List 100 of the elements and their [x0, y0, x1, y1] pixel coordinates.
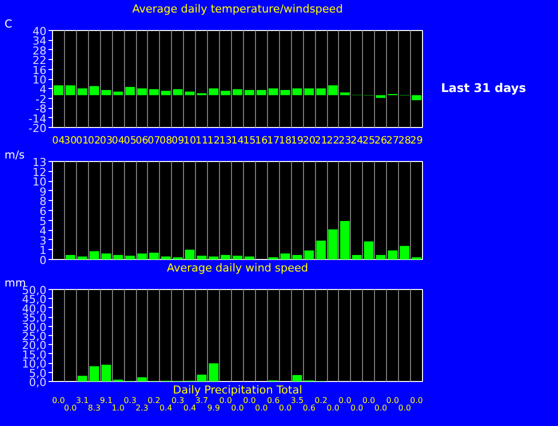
data-label: 3.1 — [76, 396, 89, 405]
bar — [232, 89, 242, 96]
x-tick-label: 14 — [231, 136, 244, 146]
bar — [352, 254, 362, 260]
bar — [137, 377, 147, 382]
x-tick-label: 24 — [350, 136, 364, 146]
data-label: 0.0 — [362, 396, 376, 405]
bar — [376, 254, 386, 260]
bar — [328, 229, 338, 260]
x-tick-label: 11 — [195, 136, 208, 146]
y-tick-label: 0,0 — [29, 376, 47, 389]
x-tick-label: 25 — [362, 136, 376, 146]
data-label: 0.0 — [243, 396, 256, 405]
bar — [280, 90, 290, 96]
bar — [316, 240, 326, 260]
bar — [66, 85, 76, 96]
data-label: 0.0 — [410, 396, 423, 405]
bar — [400, 246, 410, 260]
data-label: 0.6 — [302, 404, 316, 413]
data-label: 0.2 — [148, 396, 160, 405]
bar — [78, 88, 88, 96]
data-label: 0.0 — [219, 396, 232, 405]
x-axis-title: Average daily wind speed — [166, 262, 308, 274]
data-label: 0.3 — [171, 396, 184, 405]
text: Last 31 days — [441, 80, 526, 97]
x-tick-label: 04 — [112, 136, 125, 146]
bar — [280, 253, 290, 260]
x-tick-label: 17 — [266, 136, 280, 146]
x-tick-label: 22 — [326, 136, 340, 146]
bar — [304, 88, 314, 96]
bar — [101, 90, 111, 96]
y-axis-title: m/s — [4, 148, 25, 162]
x-tick-label: 08 — [160, 136, 172, 146]
bar — [208, 256, 218, 260]
x-tick-label: 21 — [314, 136, 328, 146]
data-label: 9.1 — [100, 396, 113, 405]
data-label: 2.3 — [136, 404, 148, 413]
bar — [173, 89, 183, 96]
bar — [328, 85, 338, 96]
bar — [340, 221, 350, 260]
x-axis-title: Daily Precipitation Total — [172, 384, 302, 396]
bar — [292, 88, 302, 96]
x-tick-label: 27 — [386, 136, 400, 146]
bar — [220, 90, 230, 96]
bar — [316, 88, 326, 96]
data-label: 0.0 — [278, 404, 292, 413]
x-tick-label: 02 — [88, 136, 101, 146]
data-label: 0.6 — [266, 396, 280, 405]
bar — [208, 88, 218, 96]
bar — [78, 256, 88, 260]
bar — [66, 254, 76, 260]
x-tick-label: 30 — [64, 136, 77, 146]
bar — [208, 363, 218, 382]
bar — [90, 251, 100, 260]
data-label: 0.0 — [386, 396, 400, 405]
bar — [78, 376, 88, 382]
x-tick-label: 01 — [76, 136, 89, 146]
chart-title: Average daily temperature/windspeed — [132, 2, 343, 16]
y-tick-label: 25,0 — [22, 330, 47, 343]
data-label: 0.0 — [374, 404, 388, 413]
bar — [161, 256, 171, 260]
data-label: 0.2 — [314, 396, 328, 405]
bar — [268, 88, 278, 96]
bar — [244, 256, 254, 260]
y-tick-label: -8 — [36, 102, 46, 116]
bar — [125, 86, 135, 96]
data-label: 0.0 — [64, 404, 77, 413]
bar — [113, 92, 123, 96]
data-label: 0.3 — [124, 396, 136, 405]
bar — [244, 90, 254, 96]
data-label: 3.5 — [290, 396, 304, 405]
data-label: 8.3 — [88, 404, 101, 413]
x-tick-label: 07 — [148, 136, 160, 146]
x-tick-label: 05 — [124, 136, 136, 146]
bar — [340, 92, 350, 96]
x-tick-label: 28 — [398, 136, 411, 146]
x-tick-label: 16 — [255, 136, 268, 146]
x-tick-label: 04 — [52, 136, 65, 146]
bar — [184, 250, 195, 260]
y-axis-title: C — [4, 18, 12, 30]
bar — [388, 250, 398, 260]
x-tick-label: 15 — [243, 136, 256, 146]
bar — [137, 88, 147, 96]
data-label: 0.4 — [183, 404, 196, 413]
bar — [196, 374, 206, 382]
data-label: 0.4 — [160, 404, 172, 413]
x-tick-label: 10 — [183, 136, 196, 146]
bar — [220, 254, 230, 260]
bar — [292, 254, 302, 260]
x-tick-label: 18 — [278, 136, 292, 146]
bar — [113, 254, 123, 260]
x-tick-label: 20 — [302, 136, 316, 146]
x-tick-label: 23 — [338, 136, 352, 146]
bar — [90, 86, 100, 96]
data-label: 0.0 — [338, 396, 352, 405]
data-label: 1.0 — [112, 404, 125, 413]
x-tick-label: 13 — [219, 136, 232, 146]
y-tick-label: 50,0 — [22, 284, 47, 297]
bar — [376, 95, 386, 98]
bar — [101, 364, 111, 382]
